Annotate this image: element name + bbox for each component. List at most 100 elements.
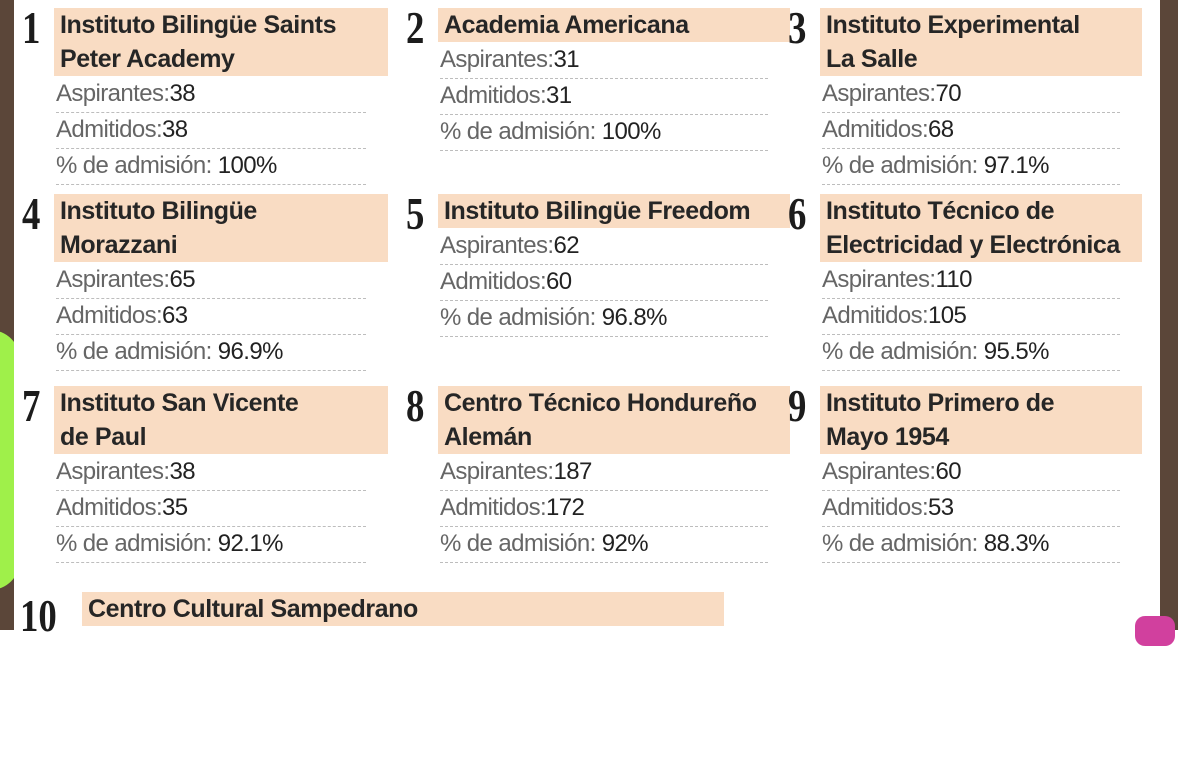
admitidos-label: Admitidos: <box>56 302 163 329</box>
school-name-line: Instituto San Vicente <box>60 389 299 417</box>
aspirantes-row: Aspirantes:110 <box>822 264 1120 299</box>
admitidos-value: 63 <box>162 302 188 329</box>
aspirantes-value: 65 <box>169 266 195 293</box>
admitidos-label: Admitidos: <box>822 494 929 521</box>
rank-number: 8 <box>406 380 425 431</box>
school-name-line: Instituto Bilingüe <box>60 197 257 225</box>
aspirantes-value: 187 <box>553 458 592 485</box>
aspirantes-label: Aspirantes: <box>440 458 554 485</box>
admitidos-row: Admitidos:60 <box>440 266 768 301</box>
admitidos-value: 172 <box>546 494 585 521</box>
school-name-line: Instituto Bilingüe Freedom <box>444 197 751 225</box>
school-name-line: Electricidad y Electrónica <box>826 231 1120 259</box>
admitidos-value: 105 <box>928 302 967 329</box>
admitidos-label: Admitidos: <box>440 268 547 295</box>
school-name: Instituto Experimental La Salle <box>820 8 1142 76</box>
aspirantes-row: Aspirantes:65 <box>56 264 366 299</box>
school-name: Instituto San Vicente de Paul <box>54 386 388 454</box>
admision-label: % de admisión: <box>56 152 218 179</box>
ranking-item: 6 Instituto Técnico de Electricidad y Elec… <box>788 188 1150 371</box>
admision-label: % de admisión: <box>56 530 218 557</box>
admision-row: % de admisión: 88.3% <box>822 528 1120 563</box>
school-name-line: Peter Academy <box>60 45 235 73</box>
admitidos-row: Admitidos:53 <box>822 492 1120 527</box>
ranking-item: 4 Instituto Bilingüe Morazzani Aspirantes:6… <box>22 190 396 371</box>
admitidos-row: Admitidos:35 <box>56 492 366 527</box>
admitidos-row: Admitidos:68 <box>822 114 1120 149</box>
school-name-line: La Salle <box>826 45 918 73</box>
rank-number: 6 <box>788 188 807 239</box>
ranking-item: 2 Academia Americana Aspirantes:31 Admitido… <box>406 4 798 184</box>
frame-right-border <box>1160 0 1178 630</box>
school-name-line: Centro Cultural Sampedrano <box>88 595 418 623</box>
school-name-line: de Paul <box>60 423 147 451</box>
admitidos-row: Admitidos:172 <box>440 492 768 527</box>
aspirantes-value: 31 <box>553 46 579 73</box>
aspirantes-row: Aspirantes:60 <box>822 456 1120 491</box>
aspirantes-label: Aspirantes: <box>822 80 936 107</box>
ranking-item: 1 Instituto Bilingüe Saints Peter Academy A… <box>22 2 396 185</box>
school-name: Centro Cultural Sampedrano <box>82 592 724 626</box>
school-name-line: Instituto Bilingüe Saints <box>60 11 337 39</box>
admision-value: 100% <box>217 152 278 179</box>
ranking-item: 8 Centro Técnico Hondureño Alemán Aspirante… <box>406 380 798 563</box>
aspirantes-row: Aspirantes:187 <box>440 456 768 491</box>
ranking-panel: 1 Instituto Bilingüe Saints Peter Academy A… <box>14 0 1160 640</box>
aspirantes-value: 110 <box>935 266 972 293</box>
rank-number: 9 <box>788 380 807 431</box>
school-name: Instituto Bilingüe Freedom <box>438 194 790 228</box>
school-name-line: Instituto Experimental <box>826 11 1080 39</box>
admitidos-row: Admitidos:105 <box>822 300 1120 335</box>
school-name: Instituto Primero de Mayo 1954 <box>820 386 1142 454</box>
school-name-line: Centro Técnico Hondureño <box>444 389 757 417</box>
aspirantes-label: Aspirantes: <box>822 458 936 485</box>
admision-label: % de admisión: <box>56 338 218 365</box>
school-name: Centro Técnico Hondureño Alemán <box>438 386 790 454</box>
aspirantes-row: Aspirantes:38 <box>56 456 366 491</box>
admision-row: % de admisión: 100% <box>440 116 768 151</box>
admitidos-label: Admitidos: <box>822 116 929 143</box>
admision-row: % de admisión: 97.1% <box>822 150 1120 185</box>
admision-value: 95.5% <box>983 338 1050 365</box>
school-name: Academia Americana <box>438 8 790 42</box>
school-name: Instituto Técnico de Electricidad y Elect… <box>820 194 1142 262</box>
aspirantes-row: Aspirantes:31 <box>440 44 768 79</box>
admitidos-value: 68 <box>928 116 954 143</box>
school-name-line: Alemán <box>444 423 532 451</box>
aspirantes-value: 38 <box>169 458 195 485</box>
ranking-item: 7 Instituto San Vicente de Paul Aspirantes:… <box>22 380 396 563</box>
admitidos-label: Admitidos: <box>56 494 163 521</box>
admision-value: 92.1% <box>217 530 284 557</box>
rank-number: 3 <box>788 2 807 53</box>
admitidos-row: Admitidos:31 <box>440 80 768 115</box>
admision-label: % de admisión: <box>822 152 984 179</box>
admision-row: % de admisión: 100% <box>56 150 366 185</box>
school-name: Instituto Bilingüe Morazzani <box>54 194 388 262</box>
admitidos-value: 31 <box>546 82 572 109</box>
aspirantes-label: Aspirantes: <box>822 266 936 293</box>
aspirantes-value: 38 <box>169 80 195 107</box>
aspirantes-label: Aspirantes: <box>56 458 170 485</box>
rank-number: 10 <box>20 590 57 641</box>
admision-label: % de admisión: <box>822 338 984 365</box>
admision-value: 96.8% <box>601 304 668 331</box>
admitidos-label: Admitidos: <box>440 494 547 521</box>
admision-row: % de admisión: 95.5% <box>822 336 1120 371</box>
admision-label: % de admisión: <box>822 530 984 557</box>
corner-decoration <box>1135 616 1175 646</box>
admision-label: % de admisión: <box>440 304 602 331</box>
aspirantes-label: Aspirantes: <box>56 266 170 293</box>
admision-row: % de admisión: 96.8% <box>440 302 768 337</box>
admision-value: 96.9% <box>217 338 284 365</box>
admision-value: 92% <box>601 530 649 557</box>
rank-number: 1 <box>22 2 41 53</box>
admision-row: % de admisión: 96.9% <box>56 336 366 371</box>
admision-value: 100% <box>601 118 662 145</box>
school-name: Instituto Bilingüe Saints Peter Academy <box>54 8 388 76</box>
aspirantes-label: Aspirantes: <box>440 232 554 259</box>
admitidos-value: 38 <box>162 116 188 143</box>
aspirantes-row: Aspirantes:62 <box>440 230 768 265</box>
school-name-line: Morazzani <box>60 231 178 259</box>
aspirantes-row: Aspirantes:70 <box>822 78 1120 113</box>
rank-number: 7 <box>22 380 41 431</box>
